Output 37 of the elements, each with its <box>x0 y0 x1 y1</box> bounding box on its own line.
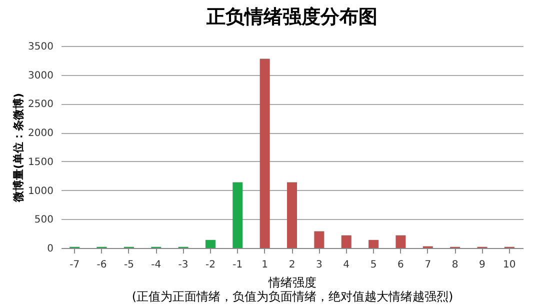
bar <box>260 58 270 248</box>
x-tick-label: -5 <box>124 260 134 270</box>
y-tick-label: 2500 <box>28 99 54 110</box>
bar <box>205 240 216 248</box>
bar <box>232 182 243 248</box>
y-axis-title: 微博量(单位：条微博) <box>12 92 26 204</box>
x-tick-label: 7 <box>424 260 432 270</box>
x-tick-label: 9 <box>479 260 486 270</box>
x-tick-label: 2 <box>288 260 296 270</box>
x-tick-label: 10 <box>503 260 516 270</box>
text: (正值为正面情绪，负值为负面情绪，绝对值越大情绪越强烈) <box>132 290 454 304</box>
bar <box>314 231 324 248</box>
bar <box>341 235 352 248</box>
y-tick-label: 3500 <box>28 42 54 52</box>
x-tick-label: 5 <box>370 260 377 270</box>
bar <box>287 182 297 248</box>
x-tick-label: 4 <box>343 260 350 270</box>
x-tick-label: -6 <box>96 260 107 270</box>
bar <box>368 240 379 248</box>
y-tick-label: 2000 <box>28 128 54 140</box>
chart-title: 正负情绪强度分布图 <box>206 6 378 28</box>
x-tick-label: 6 <box>398 260 404 270</box>
x-axis-title: 情绪强度 <box>268 276 316 290</box>
y-tick-label: 500 <box>34 214 54 226</box>
bar <box>396 235 406 248</box>
x-tick-label: 1 <box>262 260 268 270</box>
x-tick-label: -1 <box>232 260 243 270</box>
x-tick-label: -4 <box>151 260 162 270</box>
y-tick-label: 1500 <box>28 156 54 168</box>
x-tick-label: 8 <box>452 260 458 270</box>
x-tick-label: 3 <box>316 260 322 270</box>
x-tick-label: -7 <box>70 260 80 270</box>
y-tick-label: 1000 <box>28 186 54 197</box>
y-tick-label: 0 <box>47 244 54 254</box>
y-tick-label: 3000 <box>28 70 54 82</box>
x-tick-label: -2 <box>205 260 216 270</box>
x-tick-label: -3 <box>178 260 188 270</box>
